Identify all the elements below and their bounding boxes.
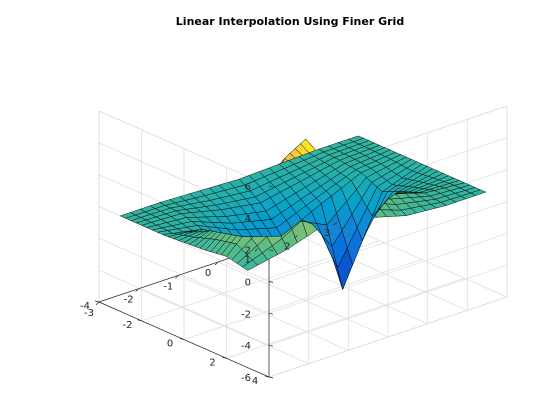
z-tick-label: 2: [245, 246, 251, 257]
z-tick-label: -2: [241, 309, 251, 320]
y-tick-mark: [137, 319, 142, 322]
grid-line-z: [268, 264, 508, 346]
x-tick-label: -2: [124, 295, 134, 306]
grid-line-y: [183, 259, 423, 340]
z-tick-mark: [268, 281, 274, 283]
z-tick-label: -6: [241, 373, 251, 384]
z-tick-mark: [268, 376, 274, 379]
y-tick-mark: [264, 375, 270, 378]
x-tick-label: 2: [284, 241, 290, 252]
z-tick-mark: [268, 217, 274, 220]
grid-line-z: [98, 269, 270, 346]
z-tick-label: 4: [245, 214, 251, 225]
y-tick-label: -2: [123, 320, 133, 331]
x-tick-label: 3: [324, 228, 330, 239]
x-tick-mark: [294, 235, 298, 239]
grid-line-y: [226, 277, 465, 359]
grid-line-z: [268, 233, 508, 314]
z-tick-label: 0: [245, 278, 251, 289]
chart-title: Linear Interpolation Using Finer Grid: [176, 15, 404, 28]
y-tick-label: 0: [167, 339, 173, 350]
y-tick-mark: [179, 338, 185, 340]
x-tick-label: -1: [163, 281, 173, 292]
x-tick-mark: [135, 288, 139, 292]
y-tick-mark: [222, 356, 227, 359]
surface-mesh: [120, 135, 487, 290]
z-tick-label: -4: [241, 341, 251, 352]
y-tick-label: 4: [252, 376, 258, 387]
x-tick-mark: [175, 275, 179, 279]
x-tick-mark: [214, 261, 219, 266]
x-tick-label: -3: [84, 308, 94, 319]
grid-line-z: [268, 201, 508, 282]
y-tick-mark: [94, 300, 100, 303]
x-tick-mark: [333, 221, 338, 226]
surface-facet: [348, 135, 364, 142]
z-tick-mark: [268, 312, 274, 315]
x-tick-label: 1: [244, 255, 250, 266]
x-tick-label: 0: [205, 268, 211, 279]
grid-line-z: [268, 296, 508, 378]
x-tick-mark: [95, 301, 100, 306]
z-tick-mark: [268, 344, 274, 347]
pane-edge: [98, 110, 270, 187]
z-tick-label: 6: [245, 182, 251, 193]
grid-line-z: [98, 238, 270, 314]
y-tick-label: 2: [209, 357, 215, 368]
z-tick-mark: [268, 249, 274, 252]
z-tick-mark: [268, 185, 274, 188]
y-tick-label: -4: [80, 301, 90, 312]
x-tick-mark: [254, 248, 258, 252]
